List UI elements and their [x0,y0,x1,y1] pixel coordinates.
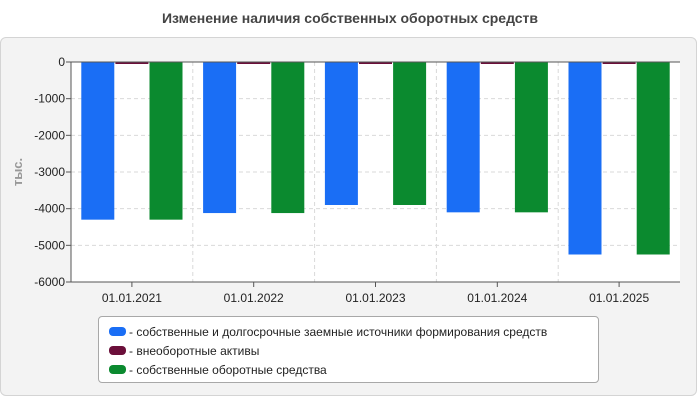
bar [81,62,115,220]
y-tick-label: -1000 [34,92,65,106]
bar [568,62,602,255]
legend-swatch [109,346,126,355]
bar [149,62,183,220]
bar [446,62,480,213]
bar [359,62,392,64]
legend-label: - собственные и долгосрочные заемные ист… [129,324,548,339]
legend-swatch [109,365,126,374]
bar [324,62,358,205]
legend-label: - собственные оборотные средства [129,362,327,377]
legend-item: - собственные оборотные средства [109,360,598,379]
x-tick-label: 01.01.2025 [589,291,649,305]
bar [237,62,271,64]
legend-item: - внеоборотные активы [109,341,598,360]
y-tick-label: -6000 [34,275,65,289]
bar [115,62,149,64]
bar [203,62,237,214]
legend-label: - внеоборотные активы [129,343,260,358]
y-tick-label: -2000 [34,128,65,142]
y-tick-label: 0 [58,55,65,69]
y-tick-label: -4000 [34,202,65,216]
x-tick-label: 01.01.2021 [102,291,162,305]
chart-title: Изменение наличия собственных оборотных … [161,10,539,26]
bar [393,62,427,205]
y-axis-label: тыс. [10,158,25,186]
x-tick-label: 01.01.2024 [467,291,527,305]
x-tick-label: 01.01.2022 [224,291,284,305]
bar [602,62,636,64]
bar [636,62,670,255]
legend-swatch [109,327,126,336]
bar [514,62,548,213]
y-tick-label: -3000 [34,165,65,179]
x-tick-label: 01.01.2023 [345,291,405,305]
bar [271,62,305,214]
bar [480,62,514,64]
y-tick-label: -5000 [34,238,65,252]
legend-item: - собственные и долгосрочные заемные ист… [109,322,598,341]
legend: - собственные и долгосрочные заемные ист… [98,316,599,383]
